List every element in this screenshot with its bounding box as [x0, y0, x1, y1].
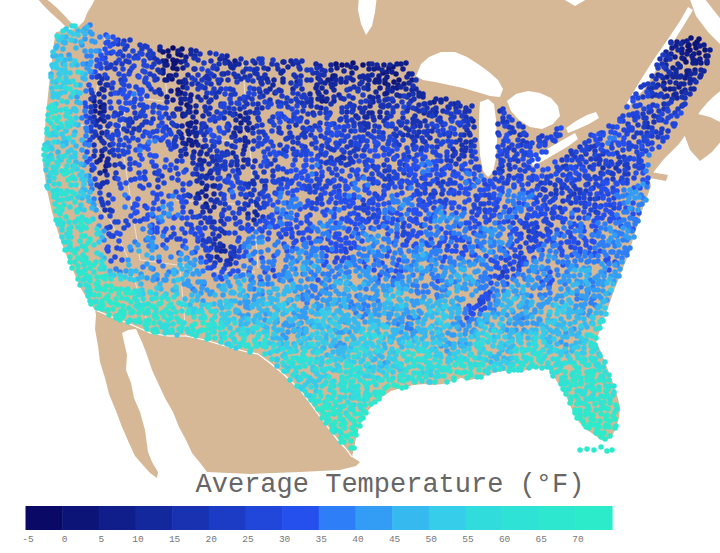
svg-text:25: 25	[242, 534, 254, 545]
svg-text:-5: -5	[22, 534, 34, 545]
svg-text:5: 5	[98, 534, 104, 545]
svg-text:60: 60	[499, 534, 511, 545]
svg-text:35: 35	[316, 534, 328, 545]
svg-text:20: 20	[206, 534, 218, 545]
svg-text:0: 0	[62, 534, 68, 545]
svg-text:50: 50	[426, 534, 438, 545]
svg-text:10: 10	[132, 534, 144, 545]
svg-text:30: 30	[279, 534, 291, 545]
svg-text:55: 55	[462, 534, 474, 545]
svg-text:40: 40	[352, 534, 364, 545]
svg-text:65: 65	[535, 534, 547, 545]
svg-text:Average Temperature (°F): Average Temperature (°F)	[196, 470, 585, 500]
svg-text:70: 70	[572, 534, 584, 545]
svg-text:45: 45	[389, 534, 401, 545]
svg-text:15: 15	[169, 534, 181, 545]
